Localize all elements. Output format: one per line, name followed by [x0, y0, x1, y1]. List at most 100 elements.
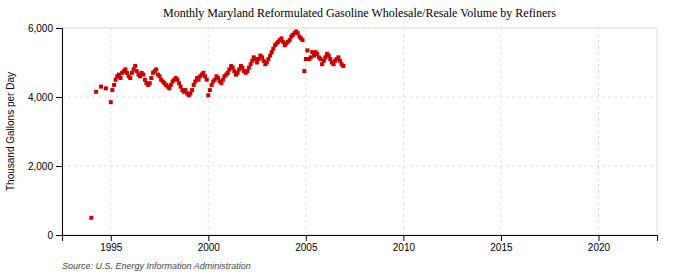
point — [114, 78, 118, 82]
point — [188, 92, 192, 96]
point — [110, 88, 114, 92]
point — [302, 69, 306, 73]
point — [190, 88, 194, 92]
x-tick-label: 2015 — [490, 242, 513, 253]
x-grid-line — [500, 28, 501, 235]
x-tick-label: 2010 — [393, 242, 416, 253]
x-grid-line — [208, 28, 209, 235]
point — [231, 66, 235, 70]
y-tick-label: 0 — [47, 230, 53, 241]
y-tick: 4,000 — [28, 92, 62, 103]
x-grid-line — [598, 28, 599, 235]
x-tick: 1995 — [100, 235, 123, 253]
point — [341, 64, 345, 68]
points — [89, 29, 345, 219]
point — [112, 83, 116, 87]
point — [128, 76, 132, 80]
y-tick: 0 — [47, 230, 62, 241]
point — [332, 62, 336, 66]
point — [205, 78, 209, 82]
x-tick: 2015 — [490, 235, 513, 253]
point — [183, 88, 187, 92]
plot: 1995 2000 2005 2010 2015 2020 0 2,000 4,000 6,000 — [28, 23, 658, 253]
point — [104, 86, 108, 90]
point — [201, 71, 205, 75]
point — [247, 66, 251, 70]
point — [336, 55, 340, 59]
x-tick-mark — [111, 235, 112, 241]
point — [296, 31, 300, 35]
x-tick-mark — [403, 235, 404, 241]
y-tick-mark — [56, 28, 62, 29]
point — [158, 74, 162, 78]
point — [270, 50, 274, 54]
point — [265, 61, 269, 65]
y-tick-mark — [56, 235, 62, 236]
point — [206, 93, 210, 97]
point — [203, 74, 207, 78]
point — [94, 90, 98, 94]
x-tick: 2010 — [393, 235, 416, 253]
point — [271, 47, 275, 51]
x-tick-label: 2000 — [198, 242, 221, 253]
x-grid-line — [110, 28, 111, 235]
point — [216, 76, 220, 80]
point — [154, 67, 158, 71]
point — [328, 57, 332, 61]
y-grid-line — [62, 97, 657, 98]
point — [179, 85, 183, 89]
point — [208, 88, 212, 92]
point — [119, 76, 123, 80]
y-tick: 2,000 — [28, 161, 62, 172]
point — [167, 86, 171, 90]
x-tick-label: 1995 — [100, 242, 123, 253]
y-tick-label: 2,000 — [28, 161, 53, 172]
point — [236, 71, 240, 75]
point — [175, 78, 179, 82]
point — [123, 67, 127, 71]
point — [279, 36, 283, 40]
x-tick-mark — [598, 235, 599, 241]
y-tick-mark — [56, 166, 62, 167]
point — [125, 71, 129, 75]
point — [301, 38, 305, 42]
point — [266, 57, 270, 61]
point — [219, 81, 223, 85]
point — [135, 69, 139, 73]
y-tick-label: 6,000 — [28, 23, 53, 34]
point — [320, 62, 324, 66]
point — [249, 62, 253, 66]
point — [245, 69, 249, 73]
source-note: Source: U.S. Energy Information Administ… — [62, 261, 251, 271]
point — [338, 59, 342, 63]
point — [327, 54, 331, 58]
y-grid-line — [62, 28, 657, 29]
point — [143, 78, 147, 82]
point — [192, 83, 196, 87]
point — [305, 48, 309, 52]
point — [322, 59, 326, 63]
point — [315, 52, 319, 56]
x-axis: 1995 2000 2005 2010 2015 2020 — [63, 235, 658, 253]
x-grid-line — [403, 28, 404, 235]
x-axis-line — [63, 236, 658, 242]
y-grid-line — [62, 166, 657, 167]
y-axis-title: Thousand Gallons per Day — [5, 72, 16, 191]
point — [255, 61, 259, 65]
point — [268, 54, 272, 58]
x-tick-mark — [208, 235, 209, 241]
point — [240, 66, 244, 70]
x-tick: 2000 — [198, 235, 221, 253]
point — [177, 81, 181, 85]
title: Monthly Maryland Reformulated Gasoline W… — [163, 6, 556, 20]
y-axis-line — [56, 29, 63, 236]
point — [288, 38, 292, 42]
point — [109, 100, 113, 104]
point — [141, 73, 145, 77]
x-tick: 2005 — [295, 235, 318, 253]
x-tick: 2020 — [588, 235, 611, 253]
y-tick: 6,000 — [28, 23, 62, 34]
x-tick-label: 2005 — [295, 242, 318, 253]
y-axis: 0 2,000 4,000 6,000 — [28, 23, 63, 241]
grid — [62, 28, 657, 235]
